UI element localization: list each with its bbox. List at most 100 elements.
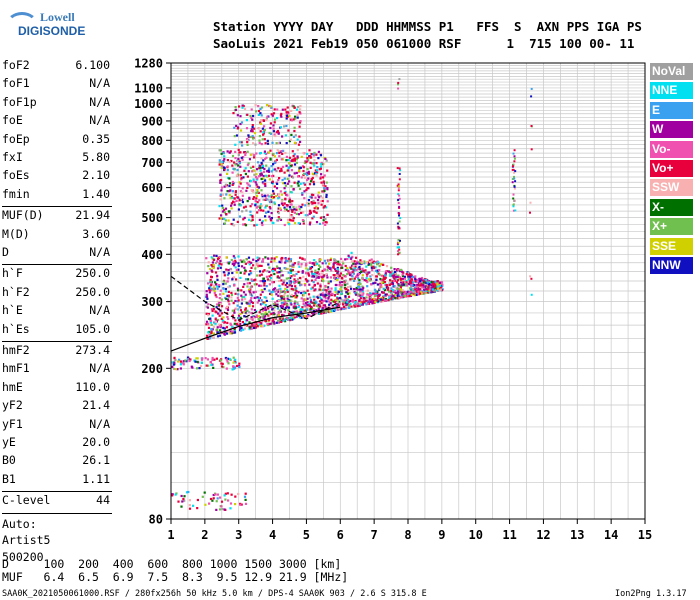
data-point <box>417 293 420 296</box>
data-point <box>262 174 265 178</box>
data-point <box>242 223 245 226</box>
data-point <box>237 492 240 496</box>
data-point <box>279 170 282 173</box>
data-point <box>354 262 357 266</box>
legend-item-x: X+ <box>650 218 693 236</box>
data-point <box>356 262 359 265</box>
data-point <box>192 504 195 507</box>
data-point <box>323 189 326 192</box>
param-value: N/A <box>89 245 110 259</box>
data-point <box>315 162 318 165</box>
data-point <box>235 134 239 137</box>
data-point <box>223 217 226 220</box>
data-point <box>258 311 261 314</box>
data-point <box>329 302 332 305</box>
data-point <box>293 106 296 109</box>
data-point <box>333 261 336 264</box>
data-point <box>293 159 296 162</box>
data-point <box>350 305 353 308</box>
data-point <box>298 135 301 138</box>
data-point <box>222 326 225 329</box>
data-point <box>415 285 418 288</box>
data-point <box>224 183 227 186</box>
data-point <box>217 300 220 303</box>
data-point <box>303 161 306 164</box>
data-point <box>320 181 323 184</box>
data-point <box>310 308 313 311</box>
data-point <box>296 113 299 116</box>
profile-line-dashed <box>170 275 341 321</box>
data-point <box>277 142 280 145</box>
data-point <box>284 287 287 290</box>
data-point <box>424 288 427 291</box>
data-point <box>205 364 208 367</box>
data-point <box>303 176 306 179</box>
data-point <box>268 266 271 269</box>
data-point <box>282 314 285 317</box>
data-point <box>312 312 315 315</box>
data-point <box>207 364 210 367</box>
data-point <box>235 278 238 281</box>
data-point <box>280 169 283 172</box>
data-point <box>319 177 322 180</box>
data-point <box>438 289 441 292</box>
data-point <box>268 319 271 322</box>
data-point <box>226 168 229 172</box>
data-point <box>286 285 289 289</box>
data-point <box>261 290 264 294</box>
data-point <box>319 167 322 170</box>
data-point <box>380 263 383 266</box>
data-point <box>228 182 232 185</box>
data-point <box>334 291 337 294</box>
data-point <box>385 293 389 296</box>
data-point <box>358 278 361 282</box>
data-point <box>216 260 219 263</box>
data-point <box>366 302 370 305</box>
data-point <box>511 168 514 171</box>
data-point <box>304 172 308 175</box>
data-point <box>284 197 287 200</box>
data-point <box>322 288 325 292</box>
data-point <box>257 296 260 299</box>
data-point <box>269 219 273 222</box>
param-label: MUF(D) <box>2 208 44 223</box>
data-point <box>257 299 260 302</box>
data-point <box>529 275 532 278</box>
data-point <box>306 171 309 175</box>
data-point <box>227 294 230 297</box>
data-point <box>349 266 352 269</box>
data-point <box>322 274 325 277</box>
data-point <box>239 259 242 262</box>
data-point <box>300 155 303 158</box>
data-point <box>234 157 237 160</box>
data-point <box>237 268 240 271</box>
data-point <box>371 298 374 301</box>
data-point <box>267 263 270 266</box>
data-point <box>217 312 220 315</box>
data-point <box>260 204 263 207</box>
data-point <box>341 277 344 280</box>
data-point <box>230 222 233 226</box>
data-point <box>266 115 269 118</box>
data-point <box>252 264 255 267</box>
data-point <box>231 190 234 193</box>
data-point <box>283 177 286 180</box>
data-point <box>251 318 254 321</box>
data-point <box>225 213 228 216</box>
data-point <box>271 281 274 284</box>
data-point <box>225 367 228 370</box>
data-point <box>233 126 236 129</box>
data-point <box>216 274 219 277</box>
data-point <box>417 282 420 285</box>
data-point <box>194 360 197 363</box>
data-point <box>245 119 248 122</box>
data-point <box>307 199 310 202</box>
data-point <box>320 162 323 166</box>
data-point <box>174 493 177 496</box>
data-point <box>226 332 229 335</box>
data-point <box>337 307 340 310</box>
data-point <box>270 257 273 260</box>
data-point <box>238 185 241 188</box>
data-point <box>271 180 274 183</box>
data-point <box>358 262 361 265</box>
